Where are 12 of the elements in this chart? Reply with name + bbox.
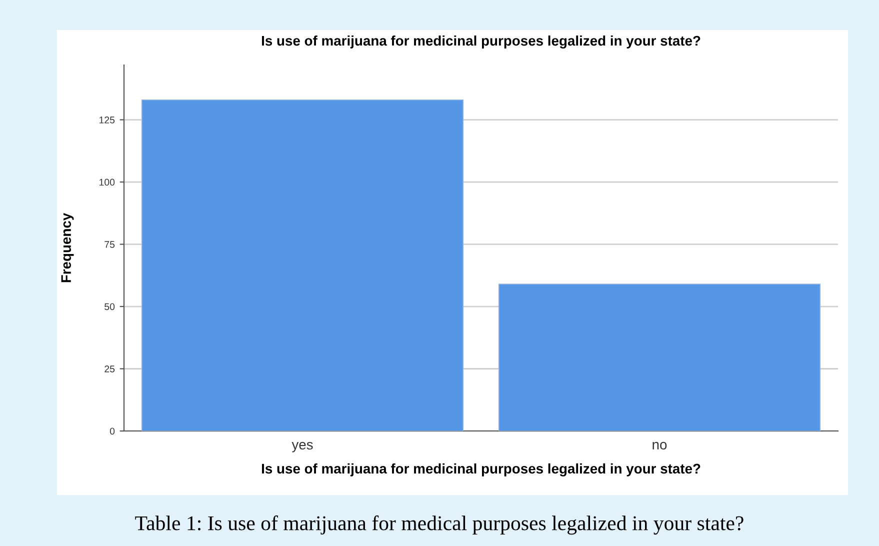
y-tick-label: 0 [110, 428, 115, 435]
y-tick-label: 75 [104, 241, 115, 248]
y-tick-label: 100 [99, 178, 115, 186]
y-tick-label: 125 [99, 116, 115, 124]
chart-title: Is use of marijuana for medicinal purposes legalized in your state? [262, 35, 700, 48]
y-axis-title: Frequency [61, 212, 74, 282]
x-tick-label: no [652, 442, 667, 450]
y-tick-label: 50 [104, 303, 115, 310]
caption: Table 1: Is use of marijuana for medical purposes legalized in your state? [135, 515, 744, 535]
x-tick-label: yes [292, 442, 313, 452]
x-axis-title: Is use of marijuana for medicinal purposes legalized in your state? [262, 463, 700, 476]
y-tick-label: 25 [104, 365, 115, 372]
